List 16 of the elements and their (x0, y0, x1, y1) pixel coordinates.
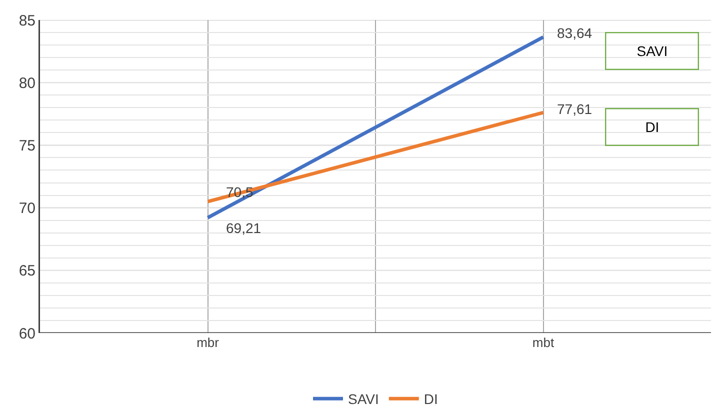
data-label: 69,21 (226, 220, 262, 236)
data-label: 77,61 (557, 101, 592, 117)
x-tick-label: mbt (532, 335, 554, 350)
y-tick-label: 75 (18, 137, 36, 154)
text: SAVI (636, 43, 668, 60)
data-label: 70,5 (226, 184, 254, 200)
x-tick-label: mbr (196, 335, 220, 350)
y-tick-label: 85 (18, 12, 36, 30)
y-tick-label: 60 (18, 325, 36, 342)
y-tick-label: 70 (18, 200, 36, 218)
data-label: 83,64 (557, 25, 592, 41)
legend-label: DI (424, 391, 438, 408)
y-tick-label: 80 (18, 74, 36, 92)
text: DI (645, 119, 660, 136)
y-tick-label: 65 (18, 262, 36, 280)
legend-label: SAVI (348, 391, 379, 408)
